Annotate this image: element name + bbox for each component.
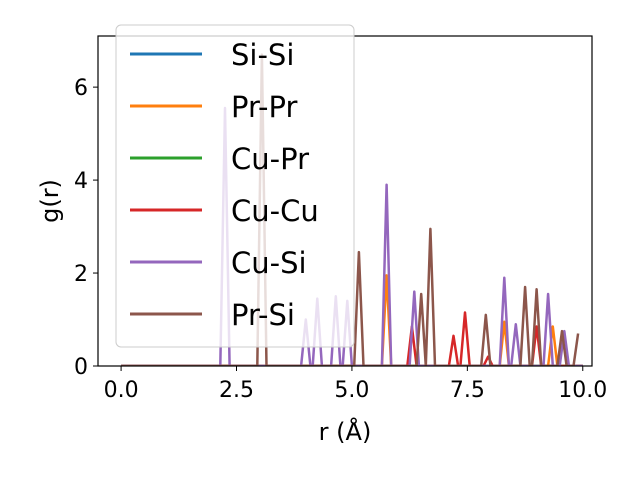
y-ticks: 0 2 4 6 [74, 76, 98, 380]
x-tick-label: 10.0 [558, 378, 607, 403]
y-tick-label: 0 [74, 355, 88, 380]
series-layer [121, 53, 583, 366]
legend-label: Pr-Si [231, 298, 295, 332]
y-tick-label: 4 [74, 169, 88, 194]
legend-label: Si-Si [231, 38, 294, 72]
x-tick-label: 7.5 [450, 378, 485, 403]
series-line-pr-pr [121, 274, 583, 366]
x-tick-label: 0.0 [104, 378, 139, 403]
y-tick-label: 6 [74, 76, 88, 101]
y-tick-label: 2 [74, 262, 88, 287]
x-ticks: 0.0 2.5 5.0 7.5 10.0 [104, 366, 607, 403]
x-axis-label: r (Å) [319, 417, 372, 446]
legend-label: Pr-Pr [231, 90, 297, 124]
x-tick-label: 2.5 [219, 378, 254, 403]
legend-label: Cu-Pr [231, 142, 309, 176]
y-axis-label: g(r) [36, 179, 64, 223]
legend-label: Cu-Cu [231, 194, 319, 228]
series-line-cu-si [121, 106, 583, 366]
legend: Si-Si Pr-Pr Cu-Pr Cu-Cu Cu-Si Pr-Si [115, 24, 355, 348]
series-line-pr-si [121, 53, 580, 366]
legend-label: Cu-Si [231, 246, 307, 280]
x-tick-label: 5.0 [334, 378, 369, 403]
